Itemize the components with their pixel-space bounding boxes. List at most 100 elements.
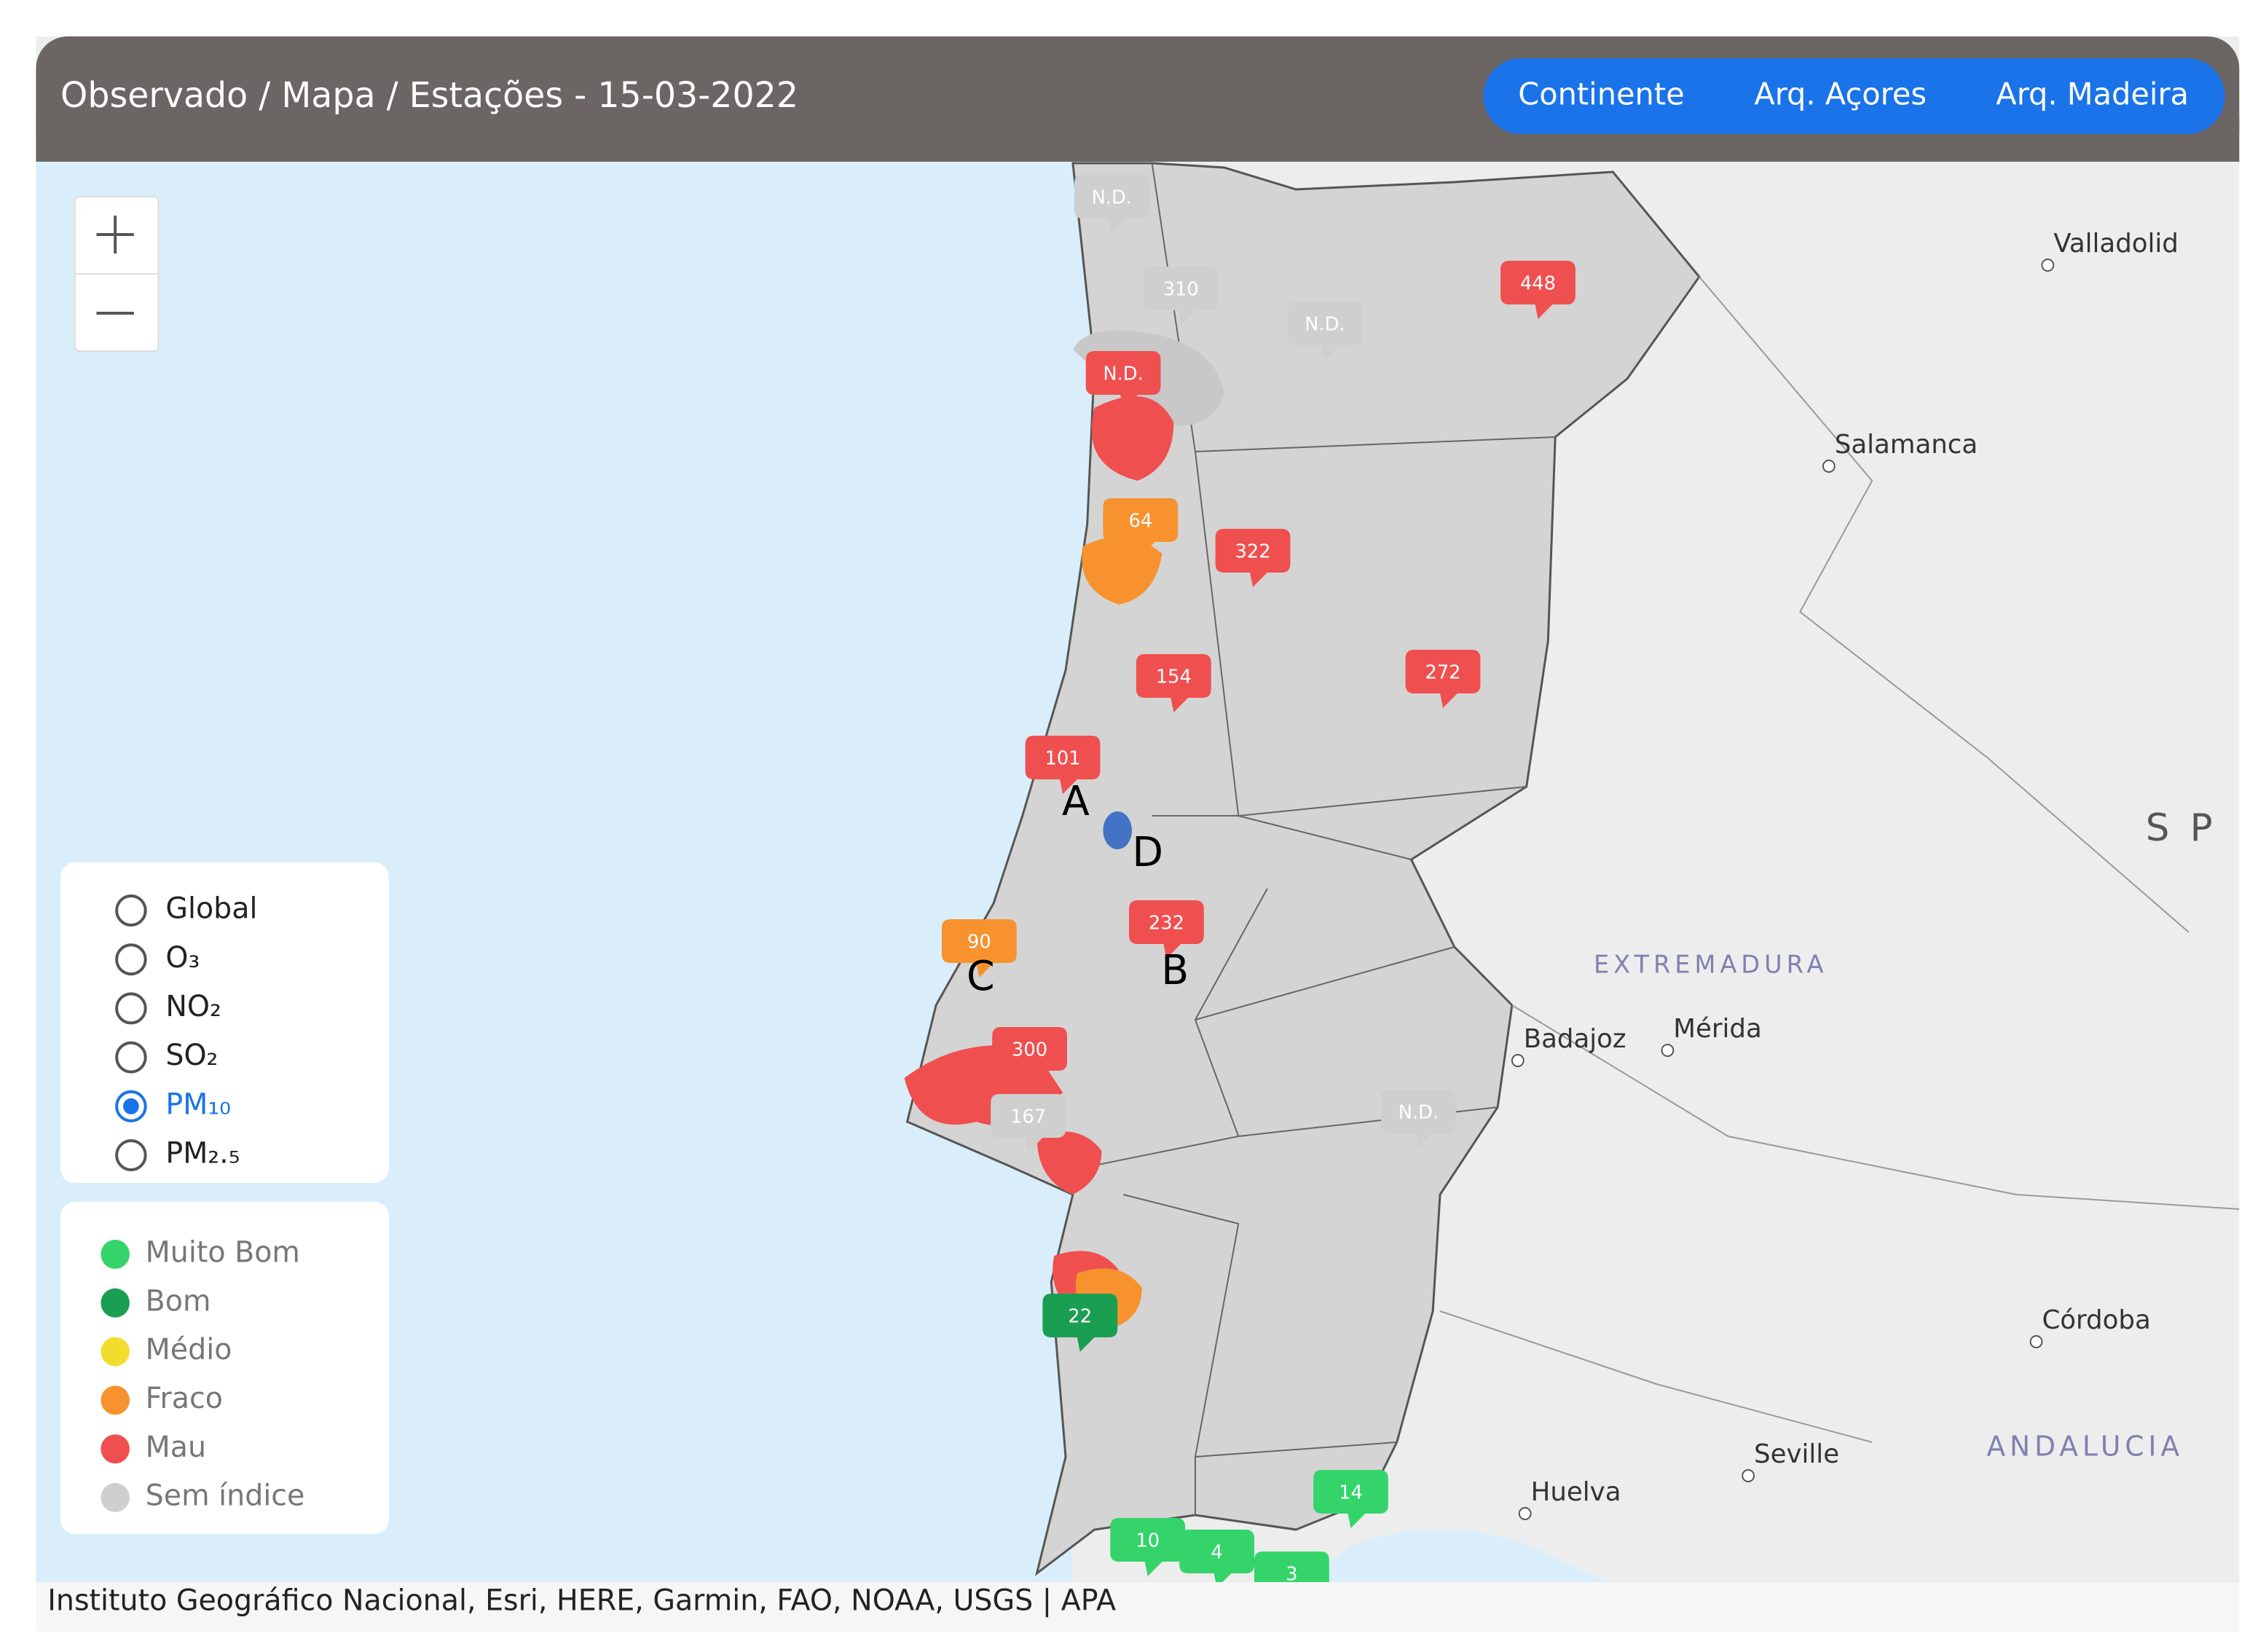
radio-label[interactable]: O₃ [165,941,200,975]
place-dot [2041,259,2055,272]
radio[interactable] [115,992,147,1025]
station-label: 3 [1286,1563,1297,1585]
legend-swatch [101,1385,130,1415]
radio-dot[interactable] [123,1098,139,1114]
legend-label: Sem índice [146,1479,305,1512]
station-label: 232 [1149,912,1184,934]
station-marker [1287,302,1363,360]
station-marker [1103,498,1179,556]
annotation-letter: B [1161,947,1189,994]
zoom-control [74,196,160,352]
annotation-letter: C [967,953,995,1000]
nav-button[interactable]: Arq. Madeira [1996,76,2189,111]
station-label: N.D. [1305,313,1345,335]
place-dot [1518,1507,1532,1520]
spain-borders [1439,276,2240,1443]
region-label: S P [2146,806,2217,850]
nav-button[interactable]: Arq. Açores [1754,76,1927,111]
station-cluster [1036,1131,1102,1195]
zoom-in[interactable] [96,216,134,253]
place-label: Salamanca [1835,430,1978,460]
radio-label[interactable]: SO₂ [165,1039,218,1072]
annotation-letter: D [1132,829,1163,876]
place-dot [1742,1469,1755,1482]
place-dot [1511,1054,1525,1067]
station-marker [1042,1294,1118,1352]
radio[interactable] [115,1041,147,1074]
station-label: 101 [1045,747,1081,769]
station-label: 64 [1128,510,1152,532]
station-marker [941,919,1017,978]
header-title: Observado / Mapa / Estações - 15-03-2022 [60,76,798,116]
station-label: N.D. [1399,1101,1439,1123]
place-label: Seville [1754,1439,1839,1469]
annotations: A B C D [967,778,1189,1000]
station-marker [1110,1518,1186,1576]
legend-panel [60,1202,389,1534]
legend-swatch [101,1337,130,1366]
station-label: 4 [1211,1541,1222,1563]
place-label: Huelva [1531,1477,1621,1507]
district-borders [1094,162,1556,1515]
place-label: Córdoba [2042,1305,2150,1335]
station-marker [1500,261,1576,319]
legend-label: Muito Bom [146,1235,300,1269]
legend-swatch [101,1288,130,1318]
station-marker [1129,900,1204,959]
radio-label[interactable]: NO₂ [165,990,221,1023]
point-d [1103,811,1132,849]
station-label: 90 [967,931,991,953]
station-marker [1313,1470,1388,1528]
region-label: EXTREMADURA [1594,950,1828,978]
station-marker [1136,654,1211,712]
radio[interactable] [115,943,147,976]
station-label: 448 [1520,272,1556,294]
legend-swatch [101,1434,130,1464]
station-marker [1405,650,1481,708]
legend-swatch [101,1240,130,1269]
legend-swatch [101,1483,130,1512]
legend-label: Bom [146,1284,211,1318]
station-label: 10 [1136,1530,1160,1551]
station-marker [1179,1530,1255,1588]
attribution-bar [36,1582,2240,1632]
station-label: 14 [1339,1482,1363,1503]
radio[interactable] [115,1139,147,1171]
station-label: 322 [1235,540,1271,562]
place-label: Valladolid [2053,229,2179,259]
station-marker [1143,267,1219,325]
radio[interactable] [115,894,147,927]
pollutant-options: Global O₃ NO₂ SO₂ PM₁₀ PM₂.₅ [115,892,257,1171]
station-label: 310 [1163,278,1199,300]
station-label: N.D. [1103,363,1143,385]
station-label: N.D. [1092,186,1132,208]
place-dot [2029,1335,2043,1348]
nav-pill [1483,58,2225,134]
nav: Continente Arq. Açores Arq. Madeira [1518,76,2189,111]
radio-label[interactable]: Global [165,892,257,925]
place-label: Badajoz [1524,1024,1626,1054]
station-label: 272 [1425,661,1460,683]
nav-button[interactable]: Continente [1518,76,1684,111]
place-label: Mérida [1673,1014,1761,1044]
place-dot [1661,1044,1675,1057]
annotation-letter: A [1062,778,1090,825]
station-label: 167 [1010,1106,1046,1128]
place-dot [1822,460,1836,473]
sea-south [1296,1530,1613,1585]
station-marker [1025,736,1101,794]
station-label: 22 [1068,1305,1092,1327]
radio-label[interactable]: PM₁₀ [165,1087,231,1121]
station-marker [991,1094,1066,1152]
station-cluster [1091,396,1174,481]
radio-label[interactable]: PM₂.₅ [165,1136,240,1170]
legend: Muito Bom Bom Médio Fraco Mau Sem índice [101,1235,305,1513]
station-marker [992,1027,1067,1085]
station-marker [1380,1090,1456,1148]
attribution: Instituto Geográfico Nacional, Esri, HER… [47,1584,1116,1617]
station-marker [1215,529,1291,587]
station-label: 300 [1012,1039,1047,1061]
